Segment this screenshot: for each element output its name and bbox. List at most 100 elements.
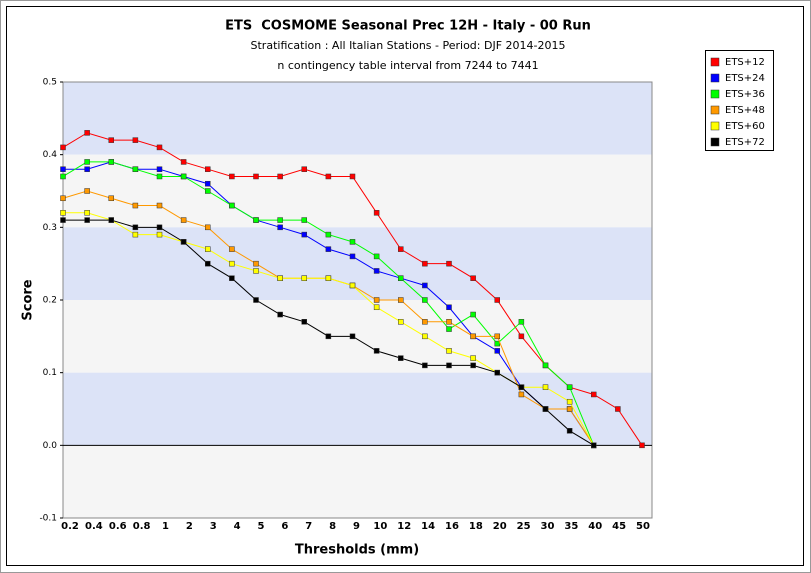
data-point [325,231,332,238]
data-point [253,268,259,274]
data-point [156,231,163,238]
x-tick-label: 0.2 [61,521,79,532]
data-point [349,253,356,260]
data-point [229,246,235,252]
x-tick-label: 10 [373,521,387,532]
data-point [422,282,428,289]
data-point [470,355,476,361]
x-tick-label: 5 [258,521,265,532]
x-tick-label: 45 [612,521,626,532]
legend-swatch [710,89,720,99]
data-point [422,319,428,325]
data-point [566,428,573,434]
x-tick-label: 40 [588,521,602,532]
data-point [518,391,525,398]
data-point [132,224,139,231]
data-point [494,297,500,303]
x-tick-label: 3 [210,521,217,532]
x-tick-label: 30 [541,521,555,532]
data-point [301,231,307,238]
data-point [60,144,66,151]
x-tick-label: 9 [353,521,360,532]
data-point [108,217,114,223]
data-point [494,369,500,376]
legend-label: ETS+36 [725,89,765,100]
data-point [398,275,404,281]
data-point [180,159,187,165]
x-tick-label: 6 [281,521,288,532]
data-point [615,406,621,412]
data-point [566,398,573,405]
data-point [205,224,211,231]
data-point [325,246,332,252]
data-point [84,159,90,165]
x-tick-label: 14 [421,521,435,532]
x-tick-label: 16 [445,521,459,532]
data-point [301,275,307,281]
data-point [156,173,163,180]
data-point [373,348,380,354]
x-axis-title: Thresholds (mm) [295,543,419,558]
background-band [63,154,652,228]
x-tick-label: 0.8 [133,521,151,532]
data-point [639,442,645,449]
legend-swatch [710,121,720,131]
data-point [566,384,573,390]
data-point [60,210,66,216]
data-point [229,275,235,281]
data-point [542,362,549,369]
data-point [277,217,283,223]
data-point [422,260,428,267]
data-point [591,391,597,398]
data-point [398,246,404,252]
data-point [60,166,66,172]
legend-swatch [710,73,720,83]
x-tick-label: 1 [162,521,169,532]
data-point [518,319,525,325]
data-point [566,406,573,412]
data-point [277,275,283,281]
data-point [349,239,356,245]
data-point [518,333,525,340]
data-point [205,246,211,252]
data-point [205,188,211,194]
legend-label: ETS+48 [725,105,765,116]
data-point [60,195,66,202]
legend-swatch [710,105,720,115]
background-band [63,82,652,155]
data-point [349,282,356,289]
legend-swatch [710,57,720,67]
data-point [373,297,380,303]
data-point [205,180,211,187]
data-point [84,166,90,172]
data-point [205,260,211,267]
data-point [422,333,428,340]
chart-title: ETS COSMOME Seasonal Prec 12H - Italy - … [225,19,591,34]
chart-subtitle: Stratification : All Italian Stations - … [251,39,566,52]
data-point [398,355,404,361]
data-point [84,188,90,194]
x-tick-label: 4 [234,521,241,532]
data-point [349,333,356,340]
data-point [277,311,283,318]
x-tick-label: 20 [493,521,507,532]
data-point [108,195,114,202]
data-point [301,166,307,172]
data-point [180,217,187,223]
data-point [60,173,66,180]
data-point [591,442,597,449]
data-point [373,304,380,311]
data-point [446,319,452,325]
x-tick-label: 50 [636,521,650,532]
data-point [446,260,452,267]
data-point [349,173,356,180]
data-point [156,224,163,231]
data-point [84,210,90,216]
x-tick-label: 7 [305,521,312,532]
data-point [325,275,332,281]
background-band [63,300,652,373]
x-tick-label: 12 [397,521,411,532]
data-point [132,137,139,143]
data-point [325,173,332,180]
x-tick-label: 0.6 [109,521,127,532]
